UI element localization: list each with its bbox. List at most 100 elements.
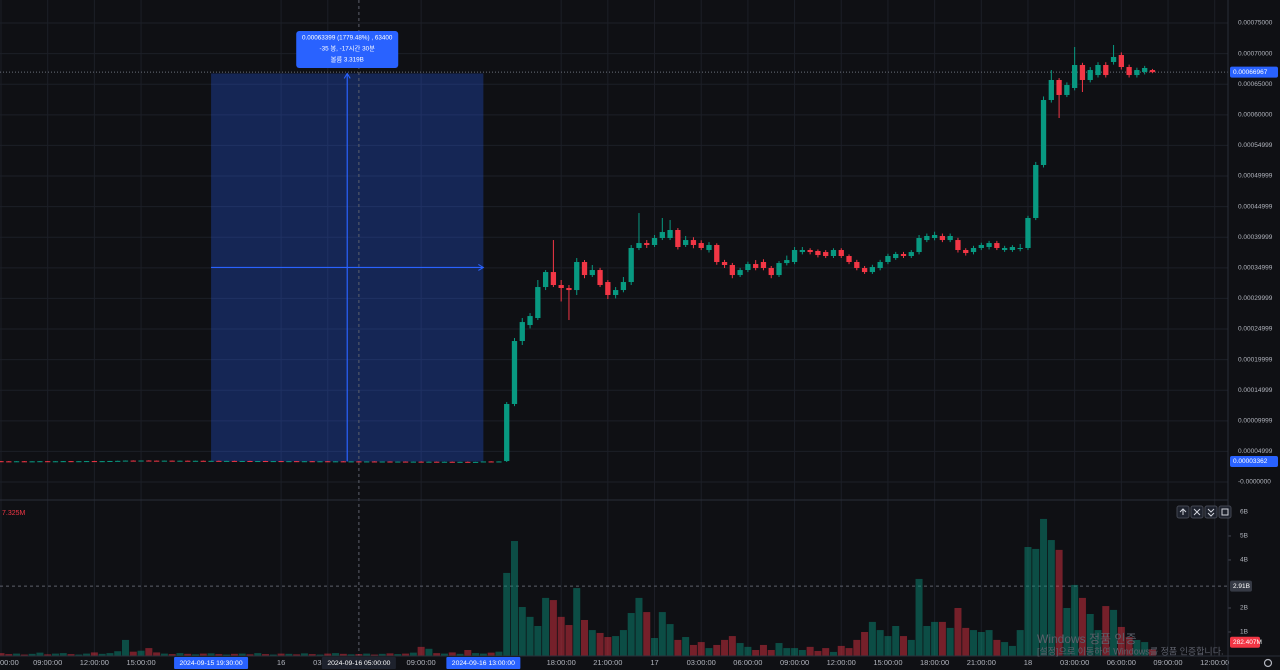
- volume-bar: [837, 645, 845, 656]
- volume-bar: [300, 653, 308, 656]
- volume-bar: [386, 653, 394, 656]
- volume-bar: [472, 653, 480, 656]
- volume-bar: [98, 653, 106, 656]
- volume-bar: [363, 653, 371, 656]
- candle-body: [511, 341, 518, 404]
- candle-body: [122, 460, 129, 462]
- candle-body: [294, 461, 300, 463]
- candle-body: [317, 461, 323, 463]
- volume-bar: [604, 637, 612, 656]
- settings-button[interactable]: [1263, 658, 1273, 668]
- candle-body: [153, 460, 160, 462]
- candle-body: [239, 460, 245, 462]
- volume-bar: [192, 654, 200, 656]
- volume-bar: [705, 648, 713, 656]
- volume-bar: [487, 652, 495, 656]
- volume-bar: [993, 639, 1001, 656]
- candle-body: [869, 267, 876, 273]
- volume-bar: [744, 646, 752, 656]
- candle-body: [791, 250, 798, 263]
- volume-bar: [1125, 637, 1133, 656]
- candle-body: [356, 461, 362, 463]
- candle-body: [504, 403, 510, 462]
- crosshair-volume-label: 2.91B: [1233, 583, 1250, 590]
- volume-bar: [269, 654, 277, 656]
- volume-bar: [689, 644, 697, 656]
- candle-body: [247, 460, 253, 462]
- volume-bar: [791, 648, 799, 656]
- volume-bar: [534, 625, 542, 656]
- candle-body: [340, 461, 346, 463]
- pane-buttons[interactable]: [1176, 505, 1232, 519]
- volume-bar: [946, 627, 954, 656]
- volume-bar: [28, 653, 36, 656]
- volume-bar: [1016, 630, 1024, 656]
- candle-body: [309, 461, 315, 463]
- maximize-button[interactable]: [1218, 505, 1232, 519]
- last-volume-label-box: [1230, 636, 1260, 648]
- candle-body: [45, 461, 51, 463]
- volume-bar: [907, 639, 915, 656]
- volume-bar: [510, 541, 518, 656]
- candle-body: [6, 461, 12, 463]
- candle-body: [620, 282, 627, 291]
- x-tick-label: 21:00:00: [593, 658, 622, 667]
- volume-bar: [822, 648, 830, 656]
- candle-body: [1126, 67, 1132, 76]
- y-tick-label: 0.00014999: [1238, 387, 1273, 394]
- candle-body: [714, 244, 720, 263]
- candle-body: [348, 461, 354, 463]
- volume-tick-label: 4B: [1240, 557, 1248, 564]
- candle-body: [846, 256, 852, 263]
- candle-body: [745, 264, 751, 271]
- volume-bar: [876, 630, 884, 656]
- y-tick-label: 0.00004999: [1238, 448, 1273, 455]
- candle-body: [519, 322, 525, 342]
- candle-body: [83, 461, 90, 463]
- volume-bar: [682, 637, 690, 656]
- volume-bar: [829, 651, 837, 656]
- volume-bar: [931, 621, 939, 656]
- y-tick-label: 0.00060000: [1238, 112, 1273, 119]
- x-tick-label: 12:00:00: [1200, 658, 1229, 667]
- volume-bar: [892, 625, 900, 656]
- candle-body: [1087, 70, 1093, 80]
- volume-bar: [573, 588, 581, 656]
- candle-body: [861, 268, 868, 273]
- candle-body: [29, 461, 35, 463]
- volume-bar: [324, 653, 332, 656]
- volume-bar: [355, 654, 363, 656]
- candle-body: [91, 461, 98, 463]
- x-tick-label: 09:00:00: [407, 658, 436, 667]
- volume-bar: [713, 644, 721, 656]
- candle-body: [13, 461, 20, 463]
- candle-body: [986, 243, 992, 248]
- measure-tooltip-line: -35 봉, -17시간 30분: [320, 44, 376, 53]
- candle-body: [1056, 79, 1062, 95]
- x-tick-label: 17: [650, 658, 658, 667]
- measure-end-time: 2024-09-16 13:00:00: [452, 660, 515, 667]
- candle-body: [784, 260, 790, 264]
- candle-body: [395, 461, 401, 463]
- candle-body: [535, 287, 541, 319]
- x-tick-label: 09:00:00: [33, 658, 62, 667]
- candle-body: [644, 243, 650, 245]
- candle-body: [1040, 100, 1047, 165]
- x-tick-label: 03:00:00: [1060, 658, 1089, 667]
- candle-body: [364, 461, 370, 463]
- y-tick-label: 0.00044999: [1238, 203, 1273, 210]
- candle-body: [690, 240, 697, 245]
- candle-body: [706, 244, 712, 251]
- volume-bar: [13, 653, 21, 656]
- volume-bar: [215, 654, 223, 656]
- volume-bar: [114, 651, 122, 656]
- volume-bar: [456, 653, 464, 656]
- measure-end-time-box: [446, 657, 521, 669]
- candle-body: [1103, 64, 1109, 76]
- volume-bar: [861, 631, 869, 656]
- volume-bar: [238, 653, 246, 656]
- measure-tooltip-line: 0.00063399 (1779.48%) , 63400: [302, 35, 393, 42]
- volume-bar: [814, 650, 822, 656]
- volume-bar: [518, 607, 526, 656]
- volume-bar: [75, 654, 83, 656]
